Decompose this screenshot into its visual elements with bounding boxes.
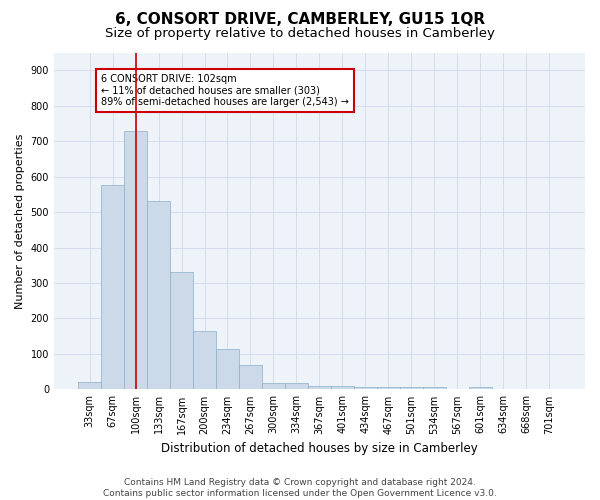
X-axis label: Distribution of detached houses by size in Camberley: Distribution of detached houses by size … bbox=[161, 442, 478, 455]
Bar bbox=[331, 386, 354, 390]
Y-axis label: Number of detached properties: Number of detached properties bbox=[15, 134, 25, 308]
Bar bbox=[308, 386, 331, 390]
Bar bbox=[262, 383, 285, 390]
Bar bbox=[78, 382, 101, 390]
Bar bbox=[285, 383, 308, 390]
Bar bbox=[193, 331, 216, 390]
Bar bbox=[354, 387, 377, 390]
Text: 6, CONSORT DRIVE, CAMBERLEY, GU15 1QR: 6, CONSORT DRIVE, CAMBERLEY, GU15 1QR bbox=[115, 12, 485, 28]
Bar bbox=[239, 366, 262, 390]
Bar bbox=[124, 130, 147, 390]
Text: Contains HM Land Registry data © Crown copyright and database right 2024.
Contai: Contains HM Land Registry data © Crown c… bbox=[103, 478, 497, 498]
Text: 6 CONSORT DRIVE: 102sqm
← 11% of detached houses are smaller (303)
89% of semi-d: 6 CONSORT DRIVE: 102sqm ← 11% of detache… bbox=[101, 74, 349, 107]
Bar bbox=[400, 388, 423, 390]
Text: Size of property relative to detached houses in Camberley: Size of property relative to detached ho… bbox=[105, 28, 495, 40]
Bar bbox=[216, 348, 239, 390]
Bar bbox=[101, 186, 124, 390]
Bar bbox=[170, 272, 193, 390]
Bar bbox=[377, 387, 400, 390]
Bar bbox=[423, 388, 446, 390]
Bar bbox=[147, 202, 170, 390]
Bar bbox=[469, 388, 492, 390]
